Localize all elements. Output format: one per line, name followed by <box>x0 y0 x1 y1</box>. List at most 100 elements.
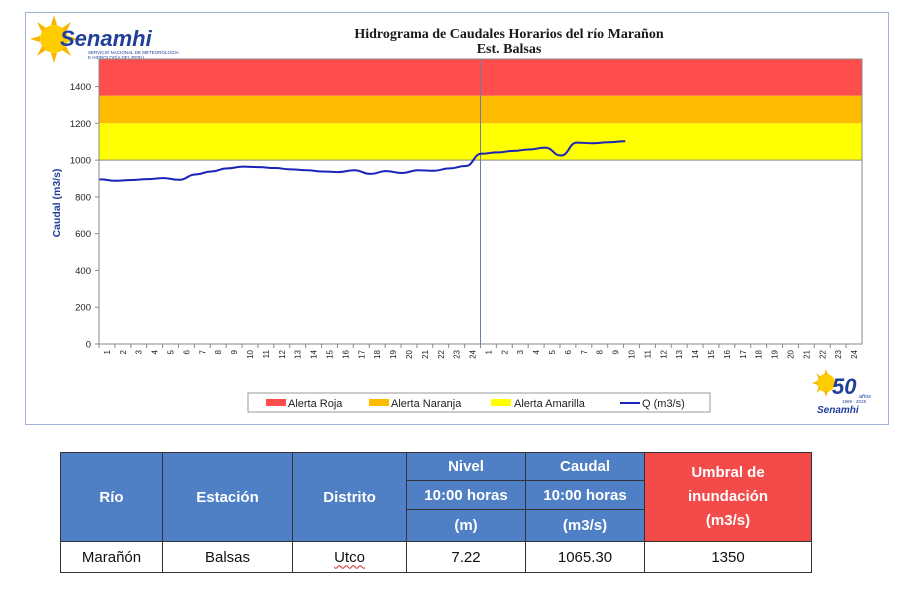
data-point <box>178 178 181 181</box>
y-tick-label: 400 <box>75 266 91 277</box>
x-tick-label: 16 <box>341 349 350 358</box>
data-point <box>226 167 229 170</box>
data-point <box>305 169 308 172</box>
x-tick-label: 1 <box>484 349 493 354</box>
legend-label-amarilla: Alerta Amarilla <box>514 398 586 410</box>
table-row: Marañón Balsas Utco 7.22 1065.30 1350 <box>60 541 812 573</box>
chart-title: Hidrograma de Caudales Horarios del río … <box>354 27 663 42</box>
badge-number: 50 <box>832 374 857 399</box>
data-point <box>480 152 483 155</box>
data-point <box>401 172 403 174</box>
chart-panel: Senamhi SERVICIO NACIONAL DE METEOROLOGÍ… <box>25 12 889 425</box>
x-tick-label: 17 <box>357 349 366 358</box>
data-point <box>321 170 324 173</box>
data-point <box>114 179 117 182</box>
x-tick-label: 18 <box>373 349 382 358</box>
header-nivel: Nivel <box>406 452 526 481</box>
x-tick-label: 8 <box>214 349 223 354</box>
data-point <box>417 169 419 172</box>
x-tick-label: 20 <box>786 349 795 358</box>
header-umbral-line1: Umbral de <box>691 464 765 481</box>
x-tick-label: 19 <box>771 349 780 358</box>
x-tick-label: 17 <box>739 349 748 358</box>
data-point <box>162 177 165 180</box>
x-tick-label: 4 <box>151 349 160 354</box>
x-tick-label: 7 <box>580 349 589 354</box>
cell-rio: Marañón <box>60 541 163 573</box>
x-tick-label: 11 <box>643 349 652 358</box>
x-tick-label: 5 <box>548 349 557 354</box>
legend-label-roja: Alerta Roja <box>288 398 343 410</box>
x-tick-label: 15 <box>707 349 716 358</box>
x-tick-label: 18 <box>755 349 764 358</box>
data-point <box>194 173 197 176</box>
x-tick-label: 13 <box>675 349 684 358</box>
x-tick-label: 8 <box>596 349 605 354</box>
y-axis-label: Caudal (m3/s) <box>51 169 63 238</box>
x-tick-label: 10 <box>628 349 637 358</box>
data-point <box>623 140 626 143</box>
x-tick-label: 19 <box>389 349 398 358</box>
data-point <box>289 168 292 171</box>
series-line-caudal <box>99 140 625 182</box>
header-umbral: Umbral de inundación (m3/s) <box>644 452 812 542</box>
sun-icon <box>812 369 835 397</box>
legend-swatch-naranja <box>369 399 389 406</box>
data-point <box>258 166 260 169</box>
x-tick-label: 10 <box>246 349 255 358</box>
y-tick-label: 1200 <box>70 119 91 130</box>
x-tick-label: 6 <box>182 349 191 354</box>
x-tick-label: 14 <box>310 349 319 358</box>
legend-label-naranja: Alerta Naranja <box>391 398 462 410</box>
data-point <box>242 165 244 168</box>
data-point <box>560 154 562 157</box>
logo-subtitle-2: E HIDROLOGÍA DEL PERÚ <box>88 54 144 60</box>
x-tick-label: 22 <box>818 349 827 358</box>
x-tick-label: 20 <box>405 349 414 358</box>
anniversary-badge: 50 años 1969 - 2019 Senamhi <box>812 369 871 416</box>
header-unidad-nivel: (m) <box>406 509 526 542</box>
x-tick-label: 7 <box>198 349 207 354</box>
badge-years: 1969 - 2019 <box>842 399 867 404</box>
x-tick-label: 21 <box>421 349 430 358</box>
y-tick-label: 0 <box>86 340 91 351</box>
header-distrito: Distrito <box>292 452 407 542</box>
y-tick-label: 600 <box>75 229 91 240</box>
header-hora-nivel: 10:00 horas <box>406 480 526 510</box>
header-hora-caudal: 10:00 horas <box>525 480 645 510</box>
x-tick-label: 12 <box>659 349 668 358</box>
data-point <box>528 148 531 151</box>
x-tick-label: 24 <box>850 349 859 358</box>
x-tick-label: 24 <box>469 349 478 358</box>
x-tick-label: 2 <box>500 349 509 354</box>
header-rio: Río <box>60 452 163 542</box>
data-point <box>544 146 546 149</box>
data-point <box>369 173 372 175</box>
cell-nivel: 7.22 <box>406 541 526 573</box>
header-umbral-line3: (m3/s) <box>705 512 751 529</box>
data-point <box>130 179 133 181</box>
legend-label-q: Q (m3/s) <box>642 398 685 410</box>
data-point <box>432 169 435 172</box>
badge-brand: Senamhi <box>817 405 859 416</box>
x-tick-label: 1 <box>103 349 112 354</box>
x-tick-label: 3 <box>135 349 144 354</box>
x-tick-label: 4 <box>532 349 541 354</box>
cell-distrito: Utco <box>292 541 407 573</box>
x-tick-label: 13 <box>294 349 303 358</box>
data-point <box>385 170 388 173</box>
logo-subtitle-1: SERVICIO NACIONAL DE METEOROLOGÍA <box>88 49 179 55</box>
chart-subtitle: Est. Balsas <box>477 42 542 57</box>
x-tick-label: 12 <box>278 349 287 358</box>
data-point <box>273 167 276 169</box>
header-umbral-line2: inundación <box>688 488 768 505</box>
data-point <box>607 141 610 144</box>
x-tick-label: 23 <box>453 349 462 358</box>
legend-swatch-roja <box>266 399 286 406</box>
cell-distrito-text: Utco <box>334 548 365 566</box>
data-point <box>496 151 499 154</box>
data-point <box>591 142 594 145</box>
x-tick-label: 16 <box>723 349 732 358</box>
station-data-table: Río Estación Distrito Nivel Caudal Umbra… <box>60 452 812 573</box>
x-tick-label: 2 <box>119 349 128 354</box>
